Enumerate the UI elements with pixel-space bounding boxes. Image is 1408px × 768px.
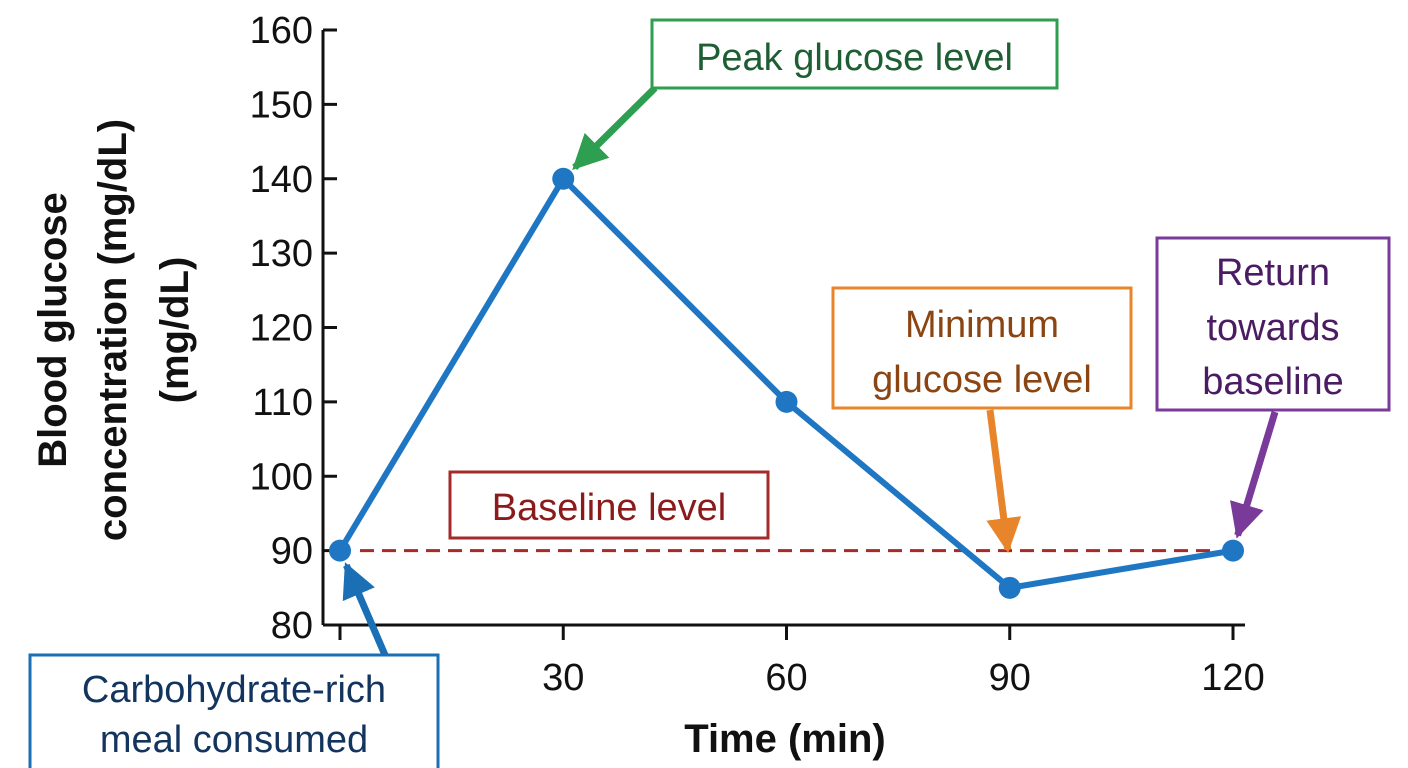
- annotation-meal: Carbohydrate-rich meal consumed: [28, 562, 440, 768]
- y-tick-label: 120: [250, 308, 313, 350]
- annotation-peak: Peak glucose level: [572, 18, 1059, 170]
- y-axis-title-line: Blood glucose: [31, 192, 75, 468]
- y-tick-label: 80: [271, 605, 313, 647]
- annotation-box: [448, 470, 770, 540]
- y-tick-label: 140: [250, 159, 313, 201]
- y-tick-label: 90: [271, 531, 313, 573]
- y-tick-label: 100: [250, 456, 313, 498]
- annotation-text: Peak glucose level: [696, 37, 1013, 79]
- y-ticks: 80 90 100 110 120 130 140 150 160: [250, 10, 337, 647]
- x-tick-label: 120: [1201, 657, 1264, 699]
- data-point: [775, 390, 798, 413]
- series-layer: [329, 167, 1244, 599]
- annotation-text: Minimum: [905, 304, 1059, 346]
- data-point: [1222, 539, 1244, 562]
- annotation-text: towards: [1206, 307, 1339, 349]
- y-axis-title-line: (mg/dL): [153, 257, 197, 404]
- annotation-baseline: Baseline level: [448, 470, 770, 540]
- annotation-return: Return towards baseline: [1155, 236, 1391, 539]
- annotation-arrow: [572, 85, 658, 170]
- annotation-box: [1155, 236, 1391, 412]
- annotation-text: Return: [1216, 252, 1330, 294]
- annotation-arrow: [986, 409, 1022, 554]
- x-ticks: 30 60 90 120: [338, 625, 1265, 699]
- annotation-text: Carbohydrate-rich: [82, 669, 386, 711]
- y-tick-label: 160: [250, 10, 313, 52]
- annotation-text: glucose level: [872, 359, 1092, 401]
- annotation-box: [28, 653, 440, 768]
- annotation-text: meal consumed: [100, 719, 368, 761]
- annotation-arrow: [1230, 410, 1279, 539]
- annotations-layer: Peak glucose level Baseline level Minimum g…: [28, 18, 1391, 768]
- x-tick-label: 60: [765, 657, 807, 699]
- data-point: [998, 576, 1021, 599]
- y-axis-title: Blood glucose concentration (mg/dL) (mg/dL…: [31, 119, 197, 541]
- x-axis-title: Time (min): [684, 717, 886, 761]
- y-tick-label: 130: [250, 233, 313, 275]
- x-tick-label: 30: [542, 657, 584, 699]
- annotation-arrow: [342, 562, 389, 657]
- y-tick-label: 110: [252, 382, 313, 424]
- annotation-text: baseline: [1202, 361, 1344, 403]
- annotation-minimum: Minimum glucose level: [831, 286, 1133, 554]
- y-axis-title-line: concentration (mg/dL): [91, 119, 135, 541]
- data-point: [552, 167, 575, 190]
- data-point: [329, 539, 351, 562]
- annotation-text: Baseline level: [492, 487, 726, 529]
- annotation-box: [650, 18, 1059, 90]
- y-tick-label: 150: [250, 84, 313, 126]
- x-tick-label: 90: [989, 657, 1031, 699]
- annotation-box: [831, 286, 1133, 410]
